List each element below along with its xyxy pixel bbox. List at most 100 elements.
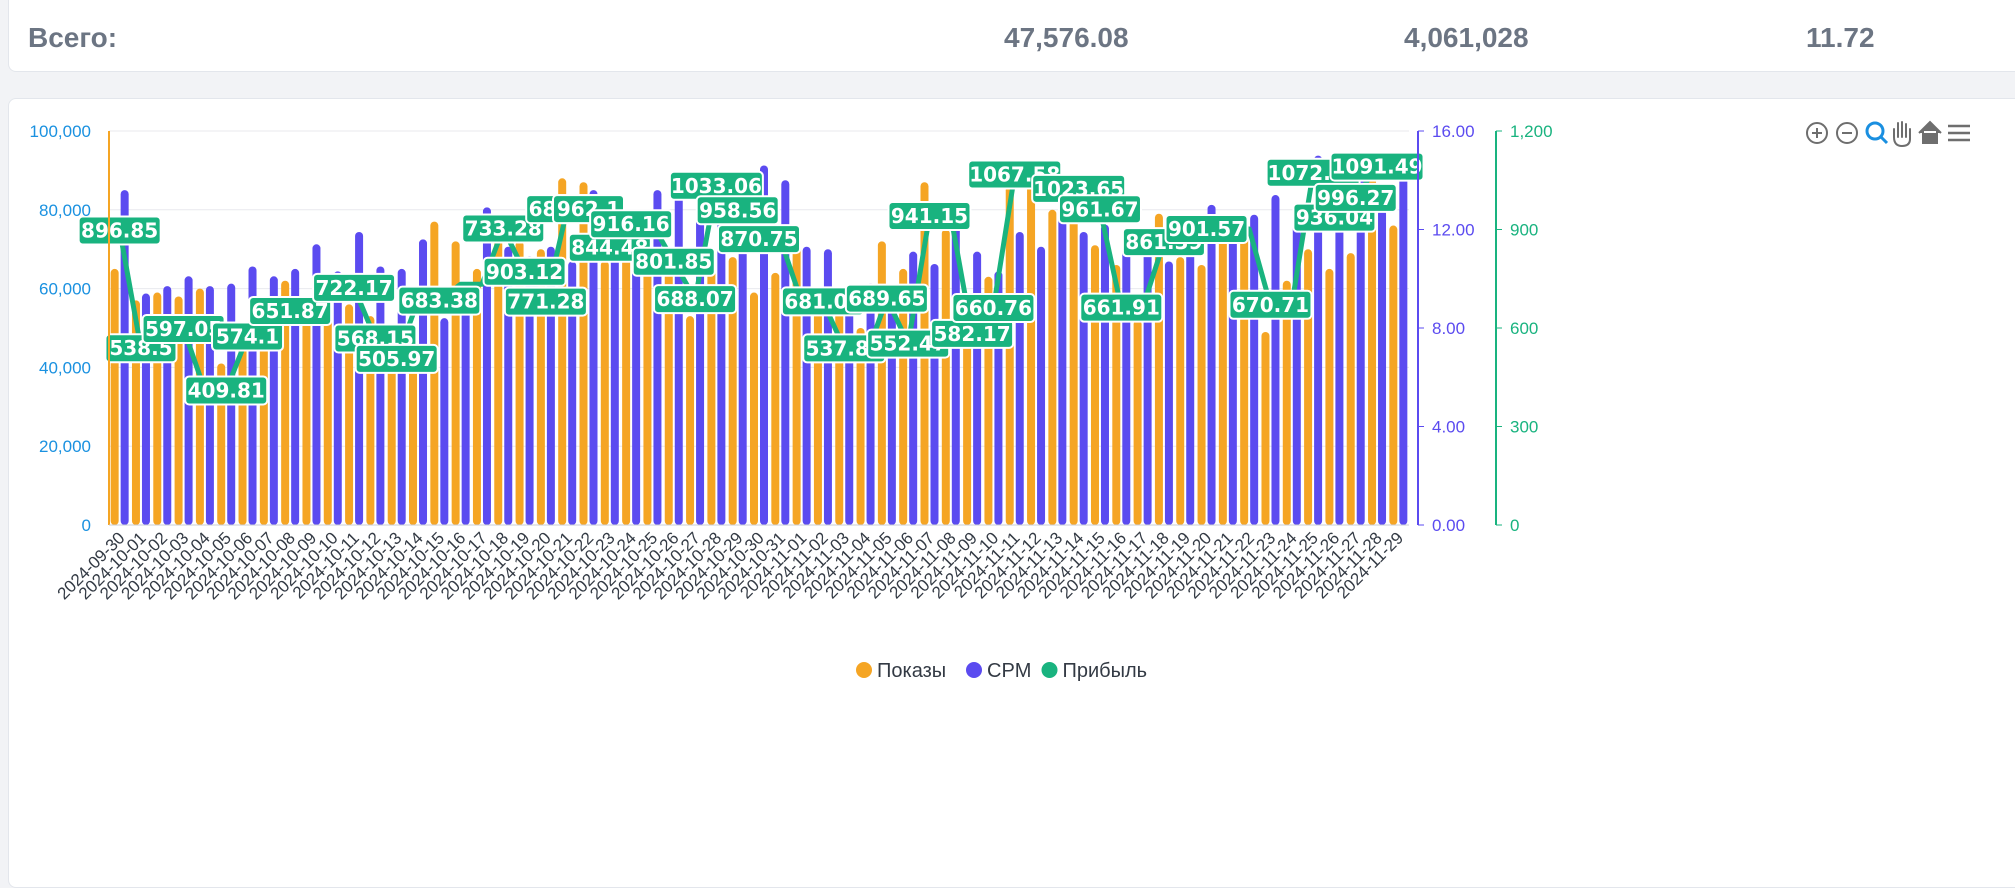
profit-label-box	[1079, 292, 1164, 323]
profit-label-box	[77, 215, 162, 246]
profit-axis-tick: 300	[1510, 418, 1538, 437]
profit-data-label: 409.81	[184, 375, 269, 406]
left-axis-tick: 20,000	[39, 437, 91, 456]
cpm-bar	[674, 185, 683, 526]
totals-card: Всего: 47,576.08 4,061,028 11.72	[8, 0, 2015, 72]
cpm-bar	[461, 283, 470, 525]
profit-label-text: 916.16	[593, 212, 670, 236]
cpm-axis-tick: 4.00	[1432, 418, 1465, 437]
cpm-bar	[1356, 177, 1365, 525]
profit-label-box	[1057, 194, 1142, 225]
impressions-bar	[664, 249, 673, 525]
cpm-bar	[760, 165, 768, 525]
cpm-bar	[376, 266, 385, 525]
pan-hand-icon[interactable]	[1893, 121, 1911, 148]
profit-label-text: 409.81	[188, 378, 265, 402]
cpm-bar	[440, 318, 449, 525]
cpm-axis-tick: 8.00	[1432, 319, 1465, 338]
impressions-bar	[707, 264, 716, 525]
profit-axis-tick: 900	[1510, 221, 1538, 240]
profit-label-text: 582.17	[934, 322, 1011, 346]
legend-label: Показы	[877, 660, 946, 682]
profit-data-label: 670.71	[1228, 289, 1313, 320]
profit-data-label: 941.15	[887, 200, 972, 231]
legend-marker	[1041, 662, 1058, 678]
cpm-bar	[1037, 246, 1046, 526]
profit-axis-tick: 1,200	[1510, 122, 1553, 141]
profit-label-text: 996.27	[1317, 186, 1394, 210]
cpm-bar	[333, 271, 342, 525]
profit-data-label: 801.85	[631, 246, 716, 277]
cpm-bar	[1164, 261, 1173, 525]
profit-data-label: 901.57	[1164, 213, 1249, 244]
profit-label-box	[312, 272, 397, 303]
legend-marker	[856, 662, 872, 678]
impressions-bar	[1282, 280, 1291, 525]
cpm-bar	[291, 268, 300, 525]
cpm-bar	[1378, 209, 1387, 526]
profit-label-text: 722.17	[315, 276, 392, 300]
chart-axes: 0 20,000 40,000 60,000 80,000 100,000 0.00 4.00…	[30, 122, 1553, 535]
impressions-bar	[345, 304, 354, 525]
legend-item: Прибыль	[1041, 660, 1147, 682]
impressions-bar	[1090, 245, 1099, 525]
chart-toolbar	[1806, 120, 1970, 148]
profit-label-text: 505.97	[358, 347, 435, 371]
cpm-bar	[1186, 239, 1195, 525]
cpm-bar	[717, 199, 726, 525]
legend-label: CPM	[987, 660, 1031, 682]
cpm-axis-tick: 12.00	[1432, 221, 1475, 240]
impressions-bar	[856, 328, 865, 525]
impressions-bar	[1112, 264, 1121, 525]
impressions-bar	[110, 268, 119, 525]
zoom-out-icon[interactable]	[1836, 122, 1858, 144]
impressions-bar	[643, 268, 652, 525]
profit-label-text: 597.05	[145, 317, 222, 341]
profit-label-text: 801.85	[635, 250, 712, 274]
cpm-bar	[1399, 163, 1408, 525]
impressions-bar	[1005, 186, 1014, 525]
totals-cpm-value: 11.72	[1806, 22, 1875, 53]
profit-label-text: 689.65	[848, 287, 925, 311]
profit-data-label: 574.1	[211, 321, 285, 352]
profit-data-label: 896.85	[77, 215, 162, 246]
profit-data-label: 903.12	[482, 256, 567, 287]
profit-label-text: 574.1	[216, 325, 279, 349]
profit-label-text: 941.15	[891, 204, 968, 228]
profit-label-text: 958.56	[699, 198, 776, 222]
impressions-bar	[259, 308, 268, 525]
impressions-bar	[1389, 225, 1398, 525]
profit-data-label: 683.38	[397, 285, 482, 316]
profit-data-label: 582.17	[930, 318, 1015, 349]
profit-label-text: 651.87	[252, 299, 329, 323]
menu-icon[interactable]	[1948, 124, 1970, 142]
zoom-in-icon[interactable]	[1806, 122, 1828, 144]
profit-label-box	[461, 213, 546, 244]
profit-data-label: 651.87	[248, 295, 333, 326]
cpm-axis-tick: 16.00	[1432, 122, 1475, 141]
impressions-bar	[963, 300, 972, 525]
impressions-bar	[750, 292, 758, 525]
profit-label-text: 903.12	[486, 260, 563, 284]
left-axis-tick: 100,000	[30, 122, 91, 141]
cpm-axis-tick: 0.00	[1432, 516, 1465, 535]
profit-label-text: 771.28	[507, 290, 584, 314]
impressions-bar	[536, 249, 545, 525]
home-reset-icon[interactable]	[1918, 120, 1942, 144]
cpm-bar	[610, 249, 619, 525]
profit-label-box	[1228, 289, 1313, 320]
impressions-bar	[1346, 253, 1355, 525]
cpm-bar	[1100, 224, 1109, 525]
impressions-bar	[941, 229, 950, 525]
left-axis-tick: 60,000	[39, 280, 91, 299]
profit-data-label: 870.75	[717, 224, 801, 255]
impressions-bar	[1027, 182, 1036, 525]
left-axis-tick: 40,000	[39, 358, 91, 377]
profit-data-label: 681.07	[780, 286, 865, 317]
totals-label: Всего:	[28, 22, 118, 53]
left-axis-tick: 80,000	[39, 201, 91, 220]
profit-data-label: 661.91	[1079, 292, 1164, 323]
cpm-bar	[738, 212, 747, 525]
selection-zoom-icon[interactable]	[1865, 121, 1889, 145]
profit-label-box	[397, 285, 482, 316]
